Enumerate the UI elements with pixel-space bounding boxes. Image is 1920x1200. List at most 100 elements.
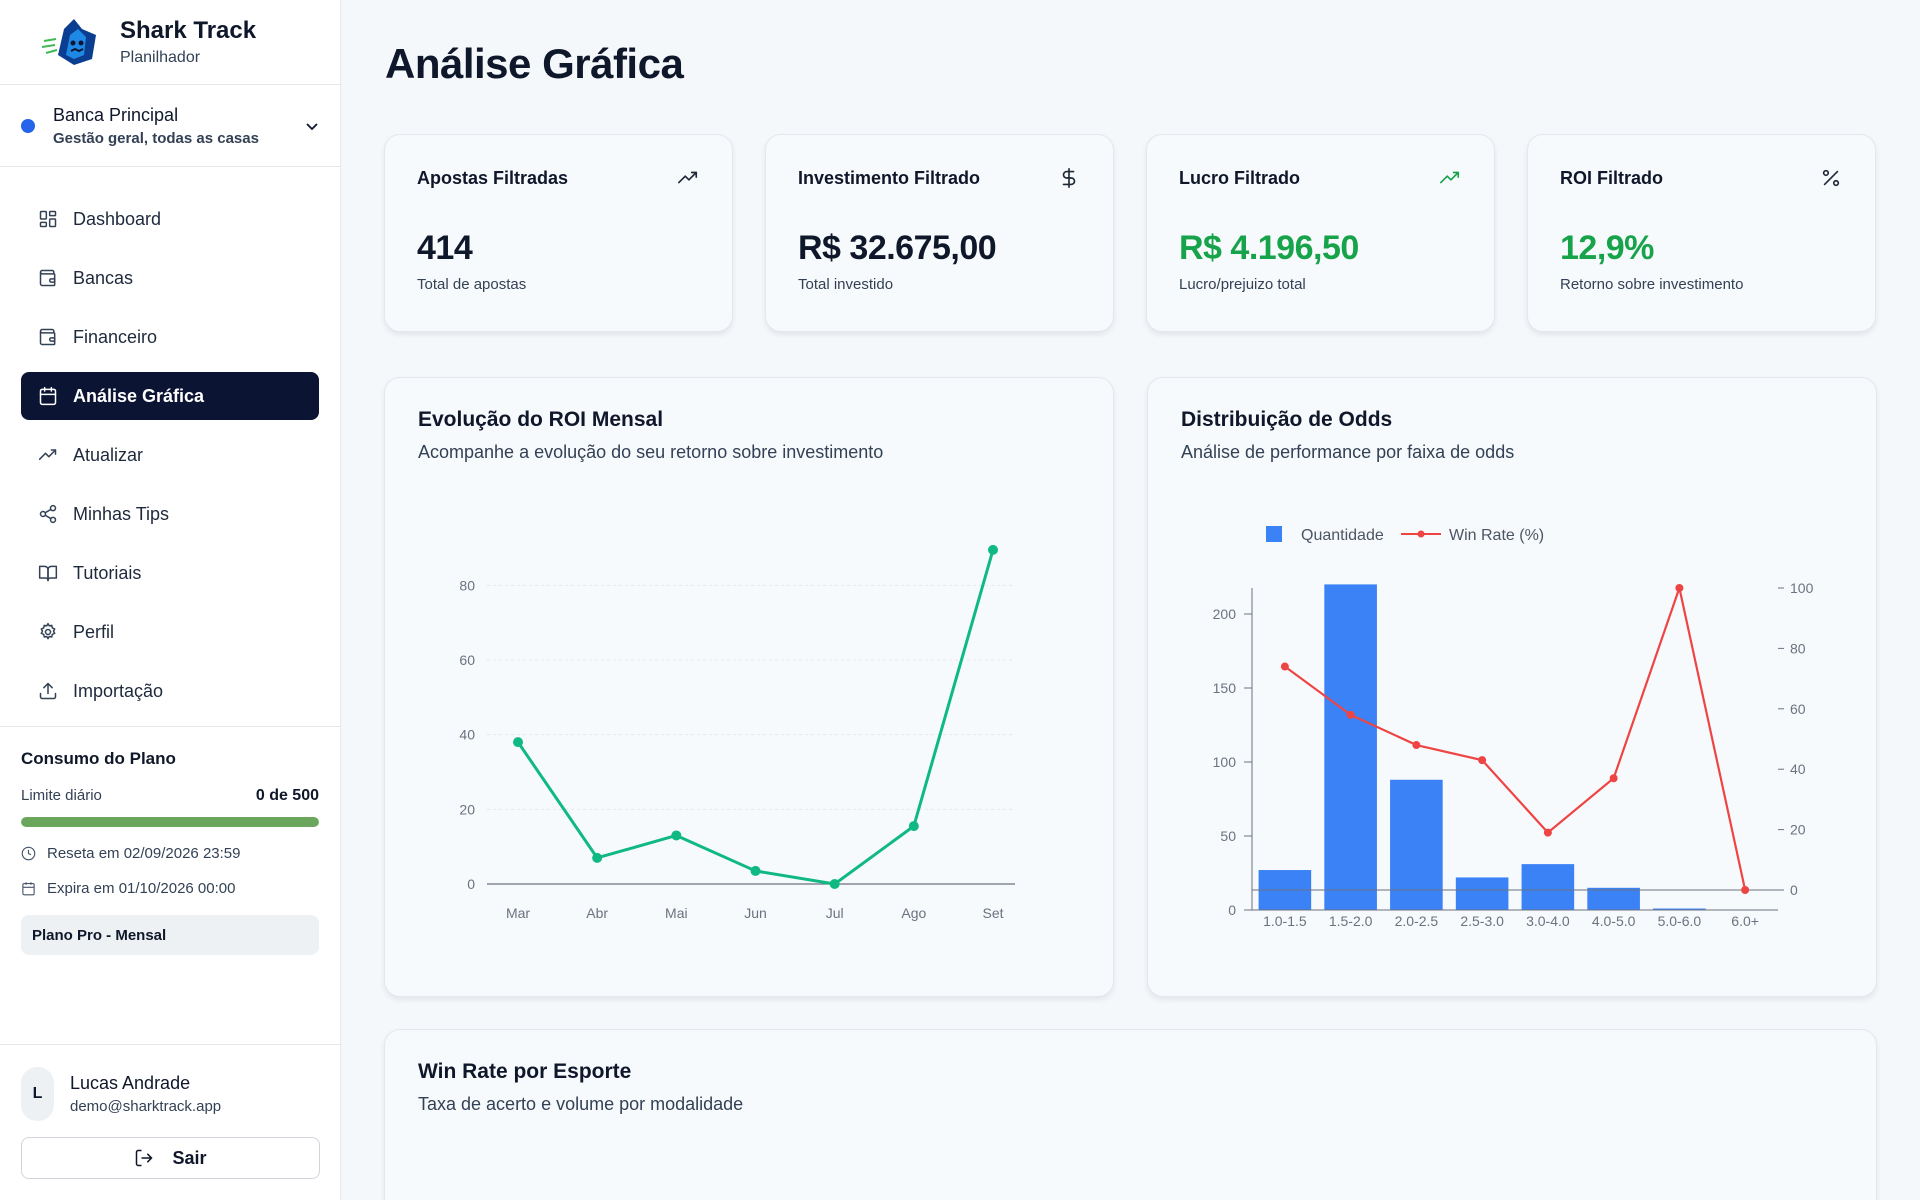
- x-tick-label: 3.0-4.0: [1526, 913, 1570, 929]
- book-icon: [38, 565, 58, 582]
- page-title: Análise Gráfica: [385, 40, 684, 87]
- x-tick-label: Jul: [826, 905, 844, 921]
- winrate-data-point: [1609, 774, 1618, 783]
- quantidade-bar: [1521, 864, 1575, 910]
- chart-subtitle: Taxa de acerto e volume por modalidade: [418, 1094, 744, 1114]
- stat-description: Retorno sobre investimento: [1560, 276, 1744, 293]
- nav-item-minhas-tips[interactable]: Minhas Tips: [21, 490, 319, 538]
- nav-item-importacao[interactable]: Importação: [21, 667, 319, 715]
- nav-item-financeiro[interactable]: Financeiro: [21, 313, 319, 361]
- nav-label: Financeiro: [73, 326, 158, 347]
- x-tick-label: 6.0+: [1731, 913, 1759, 929]
- x-tick-label: 2.5-3.0: [1460, 913, 1504, 929]
- roi-data-point: [908, 821, 919, 832]
- daily-limit-value: 0 de 500: [255, 787, 319, 804]
- y-right-tick-label: 20: [1790, 822, 1806, 838]
- winrate-data-point: [1675, 584, 1684, 592]
- nav-label: Minhas Tips: [73, 503, 170, 524]
- brand-subtitle: Planilhador: [120, 49, 201, 66]
- calendar-icon: [22, 882, 35, 896]
- y-right-tick-label: 100: [1790, 580, 1814, 596]
- roi-series-line: [516, 549, 995, 886]
- logout-icon: [136, 1149, 154, 1167]
- clock-icon: [21, 846, 36, 861]
- x-tick-label: Mar: [506, 905, 530, 921]
- y-left-tick-label: 150: [1213, 680, 1237, 696]
- shark-logo-icon: [41, 19, 96, 65]
- stat-label: Investimento Filtrado: [798, 167, 981, 188]
- y-right-tick-label: 40: [1790, 761, 1806, 777]
- x-tick-label: Ago: [901, 905, 926, 921]
- user-info: L Lucas Andrade demo@sharktrack.app: [21, 1067, 320, 1121]
- quantidade-bar: [1653, 908, 1706, 910]
- roi-data-point: [750, 865, 761, 876]
- legend-marker-winrate: [1417, 530, 1425, 538]
- wallet-icon: [39, 328, 56, 346]
- sport-chart-card: Win Rate por Esporte Taxa de acerto e vo…: [384, 1029, 1877, 1200]
- trending-up-icon: [38, 449, 57, 460]
- plan-title: Consumo do Plano: [21, 749, 176, 768]
- quantidade-bar: [1390, 779, 1443, 910]
- winrate-data-point: [1346, 710, 1355, 719]
- y-left-tick-label: 200: [1213, 606, 1237, 622]
- roi-data-point: [513, 737, 523, 748]
- brand-name: Shark Track: [120, 17, 257, 44]
- stat-card-roi: ROI Filtrado 12,9% Retorno sobre investi…: [1527, 134, 1876, 332]
- bank-selector[interactable]: Banca Principal Gestão geral, todas as c…: [0, 85, 340, 167]
- x-tick-label: 4.0-5.0: [1592, 913, 1636, 929]
- quantidade-bar: [1324, 584, 1377, 910]
- odds-combo-chart: Quantidade Win Rate (%) 0 50 100 150 200 0 20 40 6…: [1213, 526, 1814, 929]
- user-email: demo@sharktrack.app: [70, 1098, 222, 1115]
- bank-name: Banca Principal: [53, 104, 179, 125]
- nav-item-analise-grafica[interactable]: Análise Gráfica: [21, 372, 319, 420]
- stat-description: Total investido: [798, 276, 894, 293]
- logout-button[interactable]: Sair: [21, 1137, 320, 1179]
- expire-text: Expira em 01/10/2026 00:00: [47, 880, 236, 897]
- stat-label: Apostas Filtradas: [417, 167, 569, 188]
- nav-label: Tutoriais: [73, 562, 142, 583]
- nav-item-dashboard[interactable]: Dashboard: [21, 195, 319, 243]
- chevron-down-icon: [306, 122, 318, 130]
- stat-description: Lucro/prejuizo total: [1179, 276, 1306, 293]
- x-tick-label: Mai: [665, 905, 688, 921]
- daily-limit-label: Limite diário: [21, 787, 102, 804]
- stat-value: 12,9%: [1560, 229, 1654, 267]
- sidebar: Shark Track Planilhador Banca Principal …: [0, 0, 341, 1200]
- chart-title: Distribuição de Odds: [1181, 408, 1393, 431]
- y-tick-label: 60: [459, 652, 475, 668]
- stat-card-investimento: Investimento Filtrado R$ 32.675,00 Total…: [765, 134, 1114, 332]
- trending-up-icon: [1440, 171, 1460, 184]
- avatar: L: [21, 1067, 54, 1121]
- stat-card-apostas: Apostas Filtradas 414 Total de apostas: [384, 134, 733, 332]
- stat-value: R$ 4.196,50: [1179, 229, 1359, 267]
- expire-info: Expira em 01/10/2026 00:00: [21, 880, 319, 897]
- main-nav: Dashboard Bancas Financeiro Análise Gráf…: [0, 167, 340, 727]
- user-name: Lucas Andrade: [70, 1073, 191, 1093]
- nav-item-bancas[interactable]: Bancas: [21, 254, 319, 302]
- grid-icon: [39, 210, 57, 228]
- quantidade-bar: [1587, 887, 1640, 910]
- y-left-tick-label: 0: [1228, 902, 1236, 918]
- brand[interactable]: Shark Track Planilhador: [0, 0, 340, 85]
- y-left-tick-label: 50: [1220, 828, 1236, 844]
- odds-chart-card: Distribuição de Odds Análise de performa…: [1147, 377, 1877, 997]
- stat-value: R$ 32.675,00: [798, 229, 997, 267]
- bank-description: Gestão geral, todas as casas: [53, 129, 259, 147]
- nav-label: Atualizar: [73, 444, 144, 465]
- stat-label: Lucro Filtrado: [1179, 167, 1300, 188]
- y-right-tick-label: 0: [1790, 882, 1798, 898]
- x-tick-label: Jun: [744, 905, 767, 921]
- dollar-icon: [1062, 168, 1076, 188]
- nav-item-atualizar[interactable]: Atualizar: [21, 431, 319, 479]
- usage-progress-fill: [21, 817, 319, 827]
- x-tick-label: 5.0-6.0: [1658, 913, 1702, 929]
- user-panel: L Lucas Andrade demo@sharktrack.app Sair: [0, 1044, 341, 1200]
- chart-subtitle: Análise de performance por faixa de odds: [1181, 442, 1515, 462]
- x-tick-label: 1.5-2.0: [1329, 913, 1373, 929]
- legend-swatch-quantidade: [1266, 526, 1282, 542]
- nav-item-tutoriais[interactable]: Tutoriais: [21, 549, 319, 597]
- y-tick-label: 20: [459, 801, 475, 817]
- x-tick-label: 1.0-1.5: [1263, 913, 1307, 929]
- nav-item-perfil[interactable]: Perfil: [21, 608, 319, 656]
- calendar-icon: [39, 386, 57, 406]
